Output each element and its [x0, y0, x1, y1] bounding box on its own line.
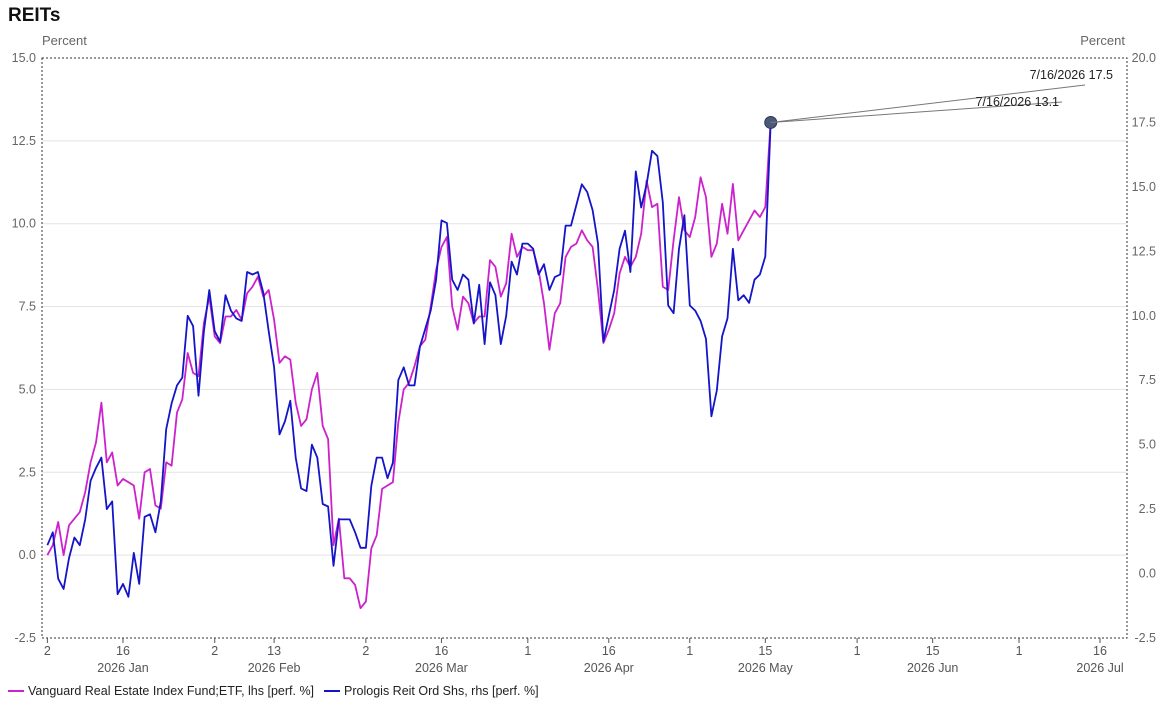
left-tick-label: 10.0	[12, 217, 36, 231]
x-tick-label: 2	[211, 644, 218, 658]
annotation-leader	[770, 84, 1086, 123]
x-tick-label: 13	[267, 644, 281, 658]
x-month-label: 2026 Mar	[415, 661, 468, 675]
right-tick-label: 5.0	[1139, 438, 1156, 452]
right-tick-label: 0.0	[1139, 567, 1156, 581]
right-tick-label: 12.5	[1132, 244, 1156, 258]
left-axis-unit: Percent	[42, 33, 87, 48]
left-tick-label: 15.0	[12, 51, 36, 65]
series-lines	[46, 120, 772, 610]
chart-title: REITs	[8, 5, 61, 26]
legend-item-vanguard[interactable]: Vanguard Real Estate Index Fund;ETF, lhs…	[8, 684, 314, 698]
right-tick-label: 20.0	[1132, 51, 1156, 65]
x-tick-label: 1	[854, 644, 861, 658]
x-tick-label: 16	[434, 644, 448, 658]
x-month-label: 2026 May	[738, 661, 794, 675]
x-month-label: 2026 Jan	[97, 661, 148, 675]
x-tick-label: 15	[758, 644, 772, 658]
left-tick-label: 7.5	[19, 300, 36, 314]
annotation-label: 7/16/2026 13.1	[976, 95, 1059, 109]
x-month-label: 2026 Feb	[248, 661, 301, 675]
right-tick-label: 17.5	[1132, 115, 1156, 129]
left-tick-label: 0.0	[19, 548, 36, 562]
right-tick-label: 2.5	[1139, 502, 1156, 516]
axes: 15.012.510.07.55.02.50.0-2.520.017.515.0…	[12, 51, 1156, 675]
x-tick-label: 1	[1016, 644, 1023, 658]
x-tick-label: 2	[44, 644, 51, 658]
x-tick-label: 15	[926, 644, 940, 658]
annotations: 7/16/2026 17.5 7/16/2026 13.1	[764, 68, 1113, 129]
series-line-1	[46, 122, 772, 598]
annotation-leader	[770, 101, 1063, 123]
right-tick-label: 7.5	[1139, 373, 1156, 387]
left-tick-label: -2.5	[14, 631, 36, 645]
left-tick-label: 2.5	[19, 465, 36, 479]
legend-swatch-prologis	[324, 690, 341, 692]
legend: Vanguard Real Estate Index Fund;ETF, lhs…	[8, 684, 539, 698]
x-tick-label: 16	[602, 644, 616, 658]
x-month-label: 2026 Jul	[1076, 661, 1123, 675]
x-month-label: 2026 Apr	[584, 661, 634, 675]
left-tick-label: 5.0	[19, 382, 36, 396]
plot-frame	[41, 57, 1128, 639]
x-tick-label: 2	[362, 644, 369, 658]
x-tick-label: 1	[524, 644, 531, 658]
right-tick-label: 15.0	[1132, 180, 1156, 194]
x-month-label: 2026 Jun	[907, 661, 958, 675]
x-tick-label: 16	[1093, 644, 1107, 658]
legend-label-prologis: Prologis Reit Ord Shs, rhs [perf. %]	[344, 684, 539, 698]
left-tick-label: 12.5	[12, 134, 36, 148]
right-axis-unit: Percent	[1080, 33, 1125, 48]
annotation-label: 7/16/2026 17.5	[1030, 68, 1113, 82]
x-tick-label: 16	[116, 644, 130, 658]
x-tick-label: 1	[686, 644, 693, 658]
legend-item-prologis[interactable]: Prologis Reit Ord Shs, rhs [perf. %]	[324, 684, 539, 698]
legend-label-vanguard: Vanguard Real Estate Index Fund;ETF, lhs…	[28, 684, 315, 698]
right-tick-label: -2.5	[1134, 631, 1156, 645]
grid-lines	[42, 140, 1127, 556]
right-tick-label: 10.0	[1132, 309, 1156, 323]
legend-swatch-vanguard	[8, 690, 24, 692]
